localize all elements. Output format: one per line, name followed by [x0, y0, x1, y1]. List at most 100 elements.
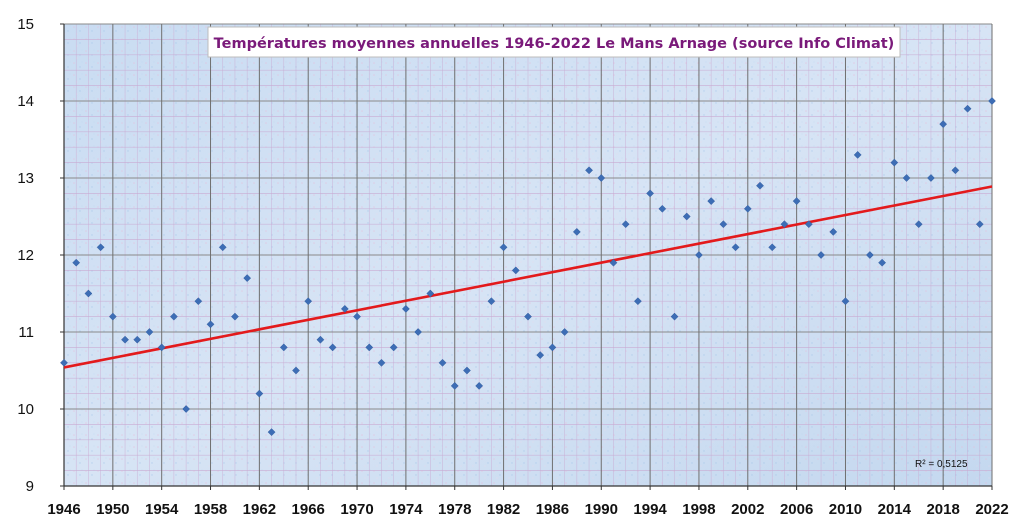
data-point	[804, 220, 813, 229]
data-point	[829, 228, 838, 236]
data-point	[756, 181, 764, 190]
data-point	[487, 297, 496, 306]
data-point	[975, 220, 984, 229]
data-point	[878, 258, 886, 267]
data-point	[218, 243, 227, 252]
data-point	[72, 258, 81, 267]
x-tick-label: 2022	[975, 501, 1008, 518]
data-point	[340, 305, 349, 313]
data-point	[389, 343, 398, 352]
data-point	[524, 312, 532, 321]
x-tick-label: 1954	[145, 501, 179, 518]
data-point	[475, 382, 484, 390]
major-gridlines	[63, 23, 993, 486]
data-point	[743, 204, 752, 213]
data-point	[536, 351, 545, 359]
data-point	[792, 197, 801, 205]
r-squared-label: R² = 0,5125	[915, 459, 968, 470]
data-point	[267, 428, 276, 436]
data-point	[243, 274, 252, 282]
y-tick-label: 14	[17, 93, 34, 110]
data-point	[328, 343, 337, 352]
x-tick-label: 2006	[780, 501, 813, 518]
x-tick-label: 1970	[340, 501, 373, 518]
data-point	[682, 212, 691, 221]
data-point	[206, 320, 215, 329]
data-point	[890, 158, 899, 167]
data-point	[572, 228, 581, 236]
data-point	[597, 174, 606, 182]
x-tick-label: 1958	[194, 501, 227, 518]
data-point	[646, 189, 654, 198]
x-tick-label: 1986	[536, 501, 569, 518]
data-point	[511, 266, 520, 275]
y-tick-label: 13	[17, 170, 34, 187]
data-point	[939, 120, 948, 128]
x-tick-label: 1950	[96, 501, 129, 518]
x-tick-label: 1974	[389, 501, 423, 518]
data-point	[914, 220, 923, 229]
data-point	[585, 166, 593, 175]
data-point	[670, 312, 679, 321]
trendline	[63, 185, 993, 369]
x-tick-label: 2010	[829, 501, 862, 518]
data-point	[170, 312, 178, 321]
data-point	[96, 243, 105, 252]
data-point	[145, 328, 154, 336]
data-point	[609, 258, 618, 267]
data-point	[182, 405, 190, 413]
chart-title-box: Températures moyennes annuelles 1946-202…	[207, 26, 901, 58]
data-point	[304, 297, 313, 306]
y-tick-label: 12	[17, 247, 34, 264]
data-point	[121, 335, 129, 344]
x-tick-label: 1962	[243, 501, 276, 518]
data-point	[133, 335, 142, 344]
x-tick-label: 1978	[438, 501, 471, 518]
data-point	[231, 312, 239, 321]
x-tick-label: 1966	[292, 501, 325, 518]
x-tick-label: 1982	[487, 501, 520, 518]
data-point	[279, 343, 288, 352]
x-tick-label: 2002	[731, 501, 764, 518]
data-point	[988, 97, 996, 105]
data-point	[719, 220, 728, 229]
data-point	[621, 220, 630, 229]
data-point	[817, 251, 825, 259]
data-point	[634, 297, 642, 306]
data-point	[426, 289, 435, 298]
data-point	[768, 243, 777, 252]
data-point	[365, 343, 374, 352]
y-tick-label: 9	[26, 478, 34, 495]
data-point	[560, 328, 569, 336]
data-point	[377, 358, 386, 367]
y-tick-label: 10	[17, 401, 34, 418]
data-point	[499, 243, 508, 252]
data-point	[951, 166, 960, 175]
chart-title: Températures moyennes annuelles 1946-202…	[214, 36, 895, 52]
data-point	[463, 366, 471, 375]
data-point	[927, 174, 935, 182]
data-point	[108, 312, 117, 321]
data-point	[438, 358, 447, 367]
data-points	[60, 97, 996, 436]
data-point	[450, 382, 459, 390]
data-point	[84, 289, 93, 298]
x-tick-label: 1998	[682, 501, 715, 518]
data-point	[255, 389, 264, 398]
data-point	[292, 366, 300, 375]
data-point	[853, 151, 862, 159]
data-point	[414, 328, 422, 336]
x-tick-label: 2018	[926, 501, 959, 518]
data-point	[695, 251, 703, 259]
x-tick-label: 1994	[633, 501, 667, 518]
data-point	[731, 243, 740, 252]
data-point	[841, 297, 850, 306]
data-point	[707, 197, 716, 205]
data-point	[866, 251, 874, 259]
data-point	[60, 358, 68, 367]
data-point	[316, 335, 325, 344]
trendline-layer	[63, 185, 993, 369]
x-tick-label: 1946	[47, 501, 80, 518]
